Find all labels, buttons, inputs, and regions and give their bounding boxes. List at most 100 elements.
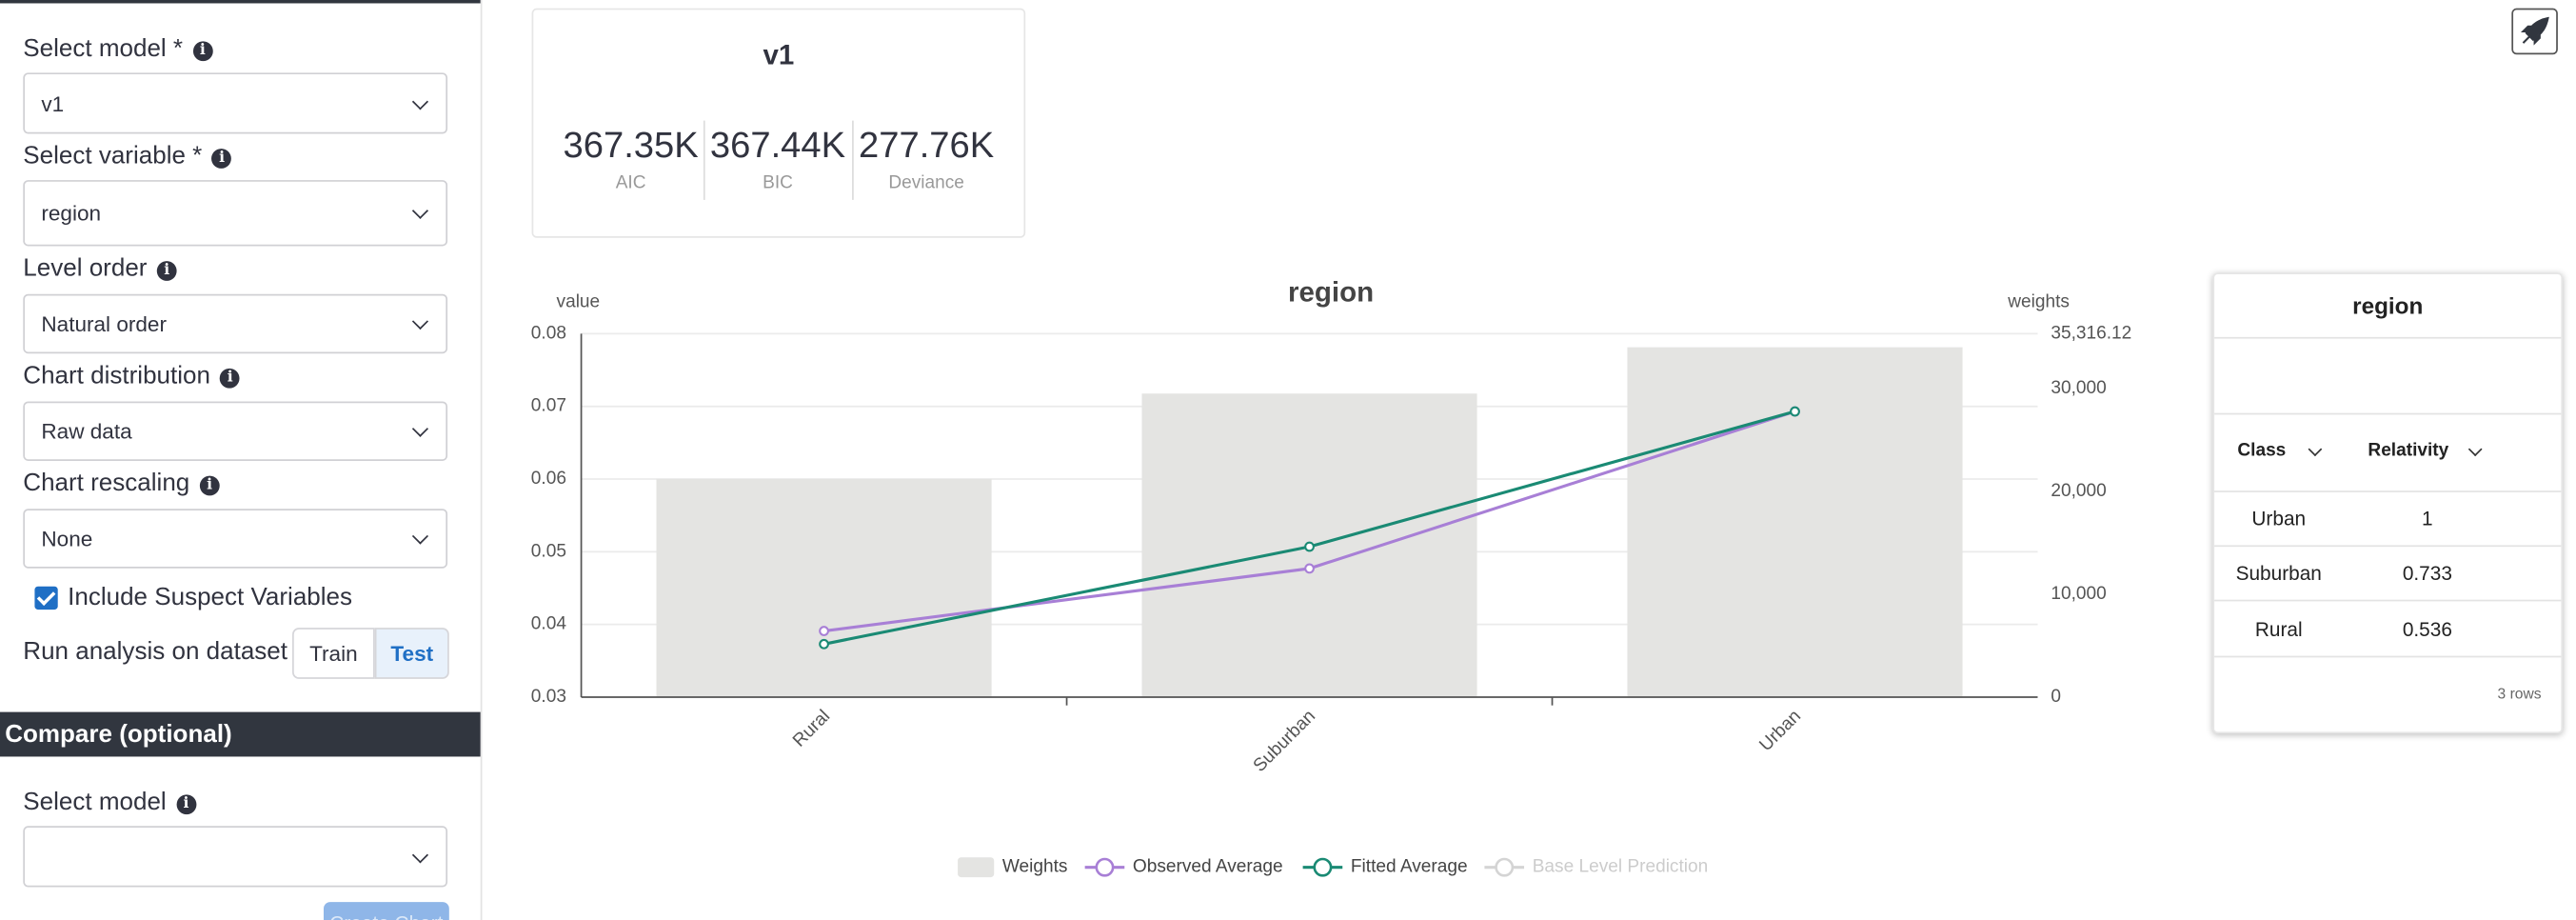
legend-label: Observed Average: [1133, 857, 1283, 877]
select-value: None: [41, 526, 93, 551]
legend-item[interactable]: Fitted Average: [1302, 857, 1468, 877]
chevron: [411, 846, 429, 863]
y2-tick-label: 20,000: [2051, 481, 2106, 501]
select-value: Raw data: [41, 418, 132, 444]
chevron: [411, 202, 429, 219]
info-icon: i: [199, 475, 220, 496]
x-tick-label: Urban: [1755, 707, 1805, 756]
metric-label: BIC: [763, 173, 793, 193]
checkmark: [36, 587, 56, 607]
bar: [656, 478, 992, 698]
x-tick-label: Suburban: [1250, 707, 1319, 776]
chevron: [411, 420, 429, 437]
column-header[interactable]: Class: [2237, 441, 2287, 461]
checkbox[interactable]: [34, 586, 58, 610]
y-tick-label: 0.05: [531, 541, 566, 561]
dataset-option[interactable]: Test: [374, 628, 449, 679]
info-icon: i: [220, 368, 241, 389]
metric-divider: [852, 120, 854, 200]
rocket-icon: [2520, 16, 2549, 46]
y2-tick-label: 35,316.12: [2051, 323, 2131, 343]
chart-title: region: [1288, 277, 1374, 309]
legend-item[interactable]: Weights: [958, 857, 1067, 878]
info-icon: i: [176, 794, 196, 815]
legend-marker: [1313, 857, 1333, 877]
table-footer: 3 rows: [2497, 685, 2542, 703]
legend-label: Fitted Average: [1351, 857, 1468, 877]
table-cell: Suburban: [2235, 561, 2322, 586]
chevron: [411, 528, 429, 545]
select-value: Natural order: [41, 310, 167, 336]
field-label: Level order i: [23, 254, 177, 283]
table-cell: Rural: [2254, 617, 2303, 642]
top-bar: [0, 0, 481, 4]
chevron: [411, 92, 429, 110]
metric-value: 367.44K: [709, 124, 846, 166]
y-tick-label: 0.08: [531, 323, 566, 343]
select[interactable]: Raw data: [23, 401, 448, 461]
select[interactable]: region: [23, 180, 448, 247]
sort-chevron: [2467, 442, 2483, 457]
row-divider: [2214, 490, 2562, 492]
select[interactable]: None: [23, 509, 448, 569]
select[interactable]: v1: [23, 72, 448, 134]
legend-marker: [1495, 857, 1515, 877]
legend-swatch: [958, 857, 995, 878]
field-label-text: Select model *: [23, 34, 184, 63]
select-value: region: [41, 200, 102, 226]
create-button[interactable]: Create Chart: [323, 902, 449, 920]
legend-label: Base Level Prediction: [1533, 857, 1709, 877]
field-label-text: Select variable *: [23, 142, 203, 170]
table-cell: Urban: [2251, 507, 2307, 530]
field-label: Chart distribution i: [23, 361, 241, 390]
y-tick-label: 0.04: [531, 614, 567, 634]
checkbox-label: Include Suspect Variables: [68, 583, 353, 611]
column-header[interactable]: Relativity: [2368, 441, 2449, 461]
field-label-text: Chart distribution: [23, 361, 210, 390]
legend-item[interactable]: Base Level Prediction: [1484, 857, 1708, 877]
legend-item[interactable]: Observed Average: [1084, 857, 1283, 877]
metric-divider: [703, 120, 705, 200]
point: [1304, 563, 1315, 574]
table-card: region Class Relativity Urban 1 Suburban 0.73…: [2212, 272, 2564, 734]
dataset-option[interactable]: Train: [292, 628, 375, 679]
info-icon: i: [192, 41, 213, 62]
field-label-text: Chart rescaling: [23, 469, 190, 498]
metric-label: Deviance: [888, 173, 964, 193]
rocket-button[interactable]: [2511, 8, 2558, 55]
sort-chevron: [2308, 442, 2323, 457]
y-tick-label: 0.03: [531, 687, 566, 707]
table-title: region: [2352, 292, 2424, 319]
select[interactable]: [23, 826, 448, 888]
table-cell: 1: [2422, 507, 2433, 530]
y-axis-title: value: [557, 291, 601, 311]
select[interactable]: Natural order: [23, 293, 448, 354]
field-label: Select model i: [23, 788, 196, 816]
compare-header: Compare (optional): [0, 711, 481, 757]
y2-tick-label: 10,000: [2051, 584, 2106, 604]
bar: [1627, 347, 1963, 698]
chevron: [411, 312, 429, 330]
field-label-text: Level order: [23, 254, 148, 283]
run-label: Run analysis on dataset: [23, 637, 288, 667]
select-value: v1: [41, 90, 65, 116]
y2-tick-label: 0: [2051, 687, 2061, 707]
compare-title: Compare (optional): [5, 720, 232, 749]
y-tick-label: 0.07: [531, 396, 566, 416]
x-tick-label: Rural: [789, 707, 834, 751]
y2-tick-label: 30,000: [2051, 378, 2106, 398]
table-cell: 0.536: [2402, 617, 2452, 642]
metric-value: 277.76K: [859, 124, 995, 166]
info-icon: i: [211, 149, 232, 169]
sidebar: Select model * i v1 Select variable * i regio…: [0, 0, 483, 920]
legend-marker: [1095, 857, 1115, 877]
metric-label: AIC: [615, 173, 646, 193]
metrics-card: v1 367.35K AIC 367.44K BIC 277.76K Deviance: [531, 8, 1026, 238]
row-divider: [2214, 599, 2562, 602]
row-divider: [2214, 336, 2562, 339]
y-tick-label: 0.06: [531, 469, 566, 489]
metrics-title: v1: [763, 39, 795, 71]
point: [1304, 541, 1315, 552]
